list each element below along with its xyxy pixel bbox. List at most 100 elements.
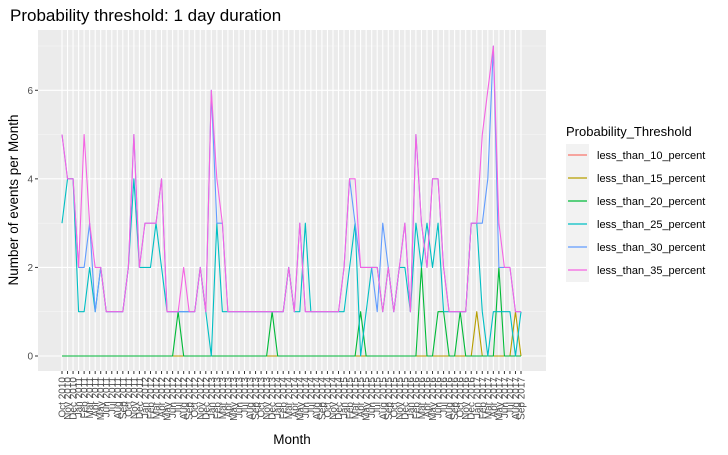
chart-title: Probability threshold: 1 day duration	[10, 6, 281, 25]
x-tick-label: Sep 2014	[317, 377, 328, 420]
x-tick-label: Dec 2014	[334, 377, 345, 420]
legend-title: Probability_Threshold	[566, 124, 692, 139]
x-tick-label: Oct 2011	[124, 377, 135, 417]
x-tick-label: May 2013	[229, 377, 240, 421]
legend-items: less_than_10_percent less_than_15_percent…	[566, 144, 705, 282]
x-tick-label: Jan 2012	[140, 377, 151, 419]
x-tick-label: Jul 2011	[107, 377, 118, 415]
x-tick-label: Oct 2013	[257, 377, 268, 418]
x-tick-label: Dec 2012	[201, 377, 212, 420]
x-tick-label: Jul 2013	[240, 377, 251, 415]
y-axis-label: Number of events per Month	[6, 114, 21, 285]
x-tick-label: Aug 2017	[511, 377, 522, 420]
x-tick-label: Dec 2013	[268, 377, 279, 420]
x-tick-label: Jan 2016	[406, 377, 417, 419]
legend: Probability_Threshold less_than_10_perce…	[566, 124, 705, 282]
x-tick-label: Dec 2016	[467, 377, 478, 420]
legend-label: less_than_30_percent	[597, 242, 705, 254]
x-tick-label: Mar 2012	[152, 377, 163, 420]
x-tick-label: Aug 2014	[312, 377, 323, 420]
x-tick-label: Feb 2016	[411, 377, 422, 420]
x-tick-label: Apr 2017	[489, 377, 500, 418]
x-tick-label: Mar 2016	[417, 377, 428, 420]
x-tick-label: Apr 2013	[223, 377, 234, 418]
x-axis-label: Month	[273, 432, 311, 447]
legend-label: less_than_15_percent	[597, 173, 705, 185]
x-tick-label: Apr 2011	[91, 377, 102, 417]
x-tick-label: Nov 2016	[461, 377, 472, 420]
x-tick-label: Jan 2011	[74, 377, 85, 418]
x-tick-label: Feb 2014	[279, 377, 290, 420]
x-tick-label: Feb 2011	[80, 377, 91, 419]
x-tick-label: Aug 2015	[378, 377, 389, 420]
x-tick-label: Nov 2015	[395, 377, 406, 420]
x-tick-label: Jun 2012	[168, 377, 179, 419]
x-tick-label: Jan 2015	[340, 377, 351, 419]
x-tick-label: May 2014	[295, 377, 306, 421]
x-tick-label: Jun 2017	[500, 377, 511, 419]
y-tick-label: 6	[27, 86, 33, 97]
x-tick-label: Aug 2013	[246, 377, 257, 420]
x-tick-label: Feb 2013	[212, 377, 223, 420]
x-tick-label: Aug 2011	[113, 377, 124, 420]
series-line-less-than-35-percent	[61, 45, 521, 313]
legend-label: less_than_25_percent	[597, 219, 705, 231]
x-tick-label: May 2012	[163, 377, 174, 421]
x-tick-label: Sep 2015	[384, 377, 395, 420]
grid-major	[38, 30, 546, 371]
legend-label: less_than_20_percent	[597, 196, 705, 208]
x-tick-label: Jul 2014	[306, 377, 317, 415]
y-tick-label: 4	[27, 174, 33, 185]
x-tick-label: Sep 2012	[185, 377, 196, 420]
x-tick-label: Jul 2012	[174, 377, 185, 415]
x-tick-label: Nov 2014	[328, 377, 339, 420]
y-axis: 0 2 4 6	[27, 86, 38, 363]
x-tick-label: Jul 2016	[439, 377, 450, 415]
x-tick-label: May 2011	[96, 377, 107, 421]
y-tick-label: 2	[27, 263, 33, 274]
x-tick-label: Mar 2011	[85, 377, 96, 419]
x-tick-label: Mar 2014	[284, 377, 295, 420]
x-tick-label: Oct 2015	[389, 377, 400, 418]
x-tick-label: Oct 2014	[323, 377, 334, 418]
x-tick-label: Apr 2015	[356, 377, 367, 418]
x-tick-label: Oct 2010	[58, 377, 69, 418]
x-tick-label: Jan 2017	[472, 377, 483, 419]
x-tick-label: Apr 2014	[290, 377, 301, 418]
x-tick-label: Aug 2016	[445, 377, 456, 420]
x-tick-label: Jan 2014	[273, 377, 284, 419]
x-tick-label: May 2017	[494, 377, 505, 421]
x-tick-label: Sep 2011	[118, 377, 129, 420]
x-tick-label: Jun 2016	[434, 377, 445, 419]
x-tick-label: Jun 2014	[301, 377, 312, 419]
x-tick-label: Mar 2013	[218, 377, 229, 420]
x-tick-label: May 2016	[428, 377, 439, 421]
x-tick-label: Oct 2012	[190, 377, 201, 418]
legend-label: less_than_10_percent	[597, 150, 705, 162]
x-tick-label: Sep 2013	[251, 377, 262, 420]
x-tick-label: Apr 2016	[422, 377, 433, 418]
plot-panel	[38, 30, 546, 371]
x-tick-label: Oct 2016	[456, 377, 467, 418]
x-tick-label: Jul 2015	[373, 377, 384, 415]
x-tick-label: Jul 2017	[505, 377, 516, 415]
x-tick-label: Jun 2011	[102, 377, 113, 418]
series-line-less-than-20-percent	[62, 266, 521, 357]
x-tick-label: Dec 2010	[69, 377, 80, 420]
x-tick-label: Jan 2013	[207, 377, 218, 419]
x-tick-label: Sep 2016	[450, 377, 461, 420]
x-tick-label: Feb 2012	[146, 377, 157, 420]
x-tick-label: Dec 2011	[135, 377, 146, 420]
x-tick-label: Aug 2012	[179, 377, 190, 420]
x-tick-label: Nov 2013	[262, 377, 273, 420]
x-tick-label: Feb 2017	[478, 377, 489, 420]
x-tick-label: Sep 2017	[517, 377, 528, 420]
x-tick-label: Nov 2010	[63, 377, 74, 420]
x-tick-label: Apr 2012	[157, 377, 168, 418]
y-tick-label: 0	[27, 352, 33, 363]
x-tick-label: Feb 2015	[345, 377, 356, 420]
x-tick-label: Mar 2017	[483, 377, 494, 420]
x-tick-label: Dec 2015	[400, 377, 411, 420]
